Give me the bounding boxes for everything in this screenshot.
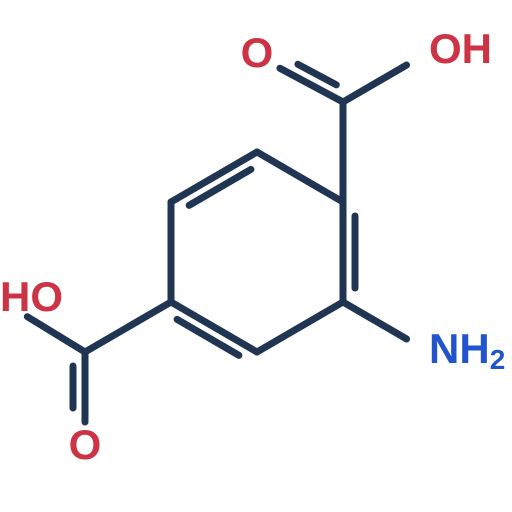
atom-label-n10: NH2 — [429, 325, 505, 375]
atom-label-o12: O — [69, 421, 102, 468]
molecule-diagram: O OH NH2 O HO — [0, 0, 512, 512]
atom-label-o9: OH — [429, 25, 492, 72]
atom-label-o13: HO — [0, 273, 63, 320]
atom-label-o8: O — [241, 29, 274, 76]
